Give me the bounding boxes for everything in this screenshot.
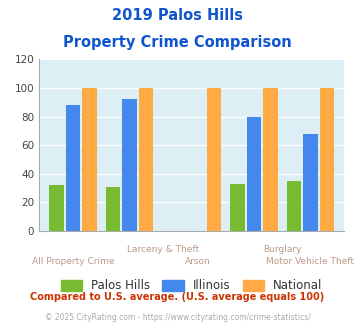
Bar [66, 105, 80, 231]
Bar [320, 88, 334, 231]
Bar [303, 134, 318, 231]
Text: © 2025 CityRating.com - https://www.cityrating.com/crime-statistics/: © 2025 CityRating.com - https://www.city… [45, 313, 310, 322]
Bar [286, 181, 301, 231]
Text: Property Crime Comparison: Property Crime Comparison [63, 35, 292, 50]
Text: All Property Crime: All Property Crime [32, 257, 114, 266]
Text: Motor Vehicle Theft: Motor Vehicle Theft [267, 257, 354, 266]
Text: Arson: Arson [185, 257, 210, 266]
Bar [106, 187, 120, 231]
Bar [122, 99, 137, 231]
Bar [82, 88, 97, 231]
Bar [49, 185, 64, 231]
Text: 2019 Palos Hills: 2019 Palos Hills [112, 8, 243, 23]
Bar [247, 116, 261, 231]
Bar [263, 88, 278, 231]
Bar [207, 88, 221, 231]
Text: Burglary: Burglary [263, 245, 301, 254]
Bar [230, 184, 245, 231]
Legend: Palos Hills, Illinois, National: Palos Hills, Illinois, National [56, 275, 327, 297]
Bar [139, 88, 153, 231]
Text: Larceny & Theft: Larceny & Theft [127, 245, 200, 254]
Text: Compared to U.S. average. (U.S. average equals 100): Compared to U.S. average. (U.S. average … [31, 292, 324, 302]
